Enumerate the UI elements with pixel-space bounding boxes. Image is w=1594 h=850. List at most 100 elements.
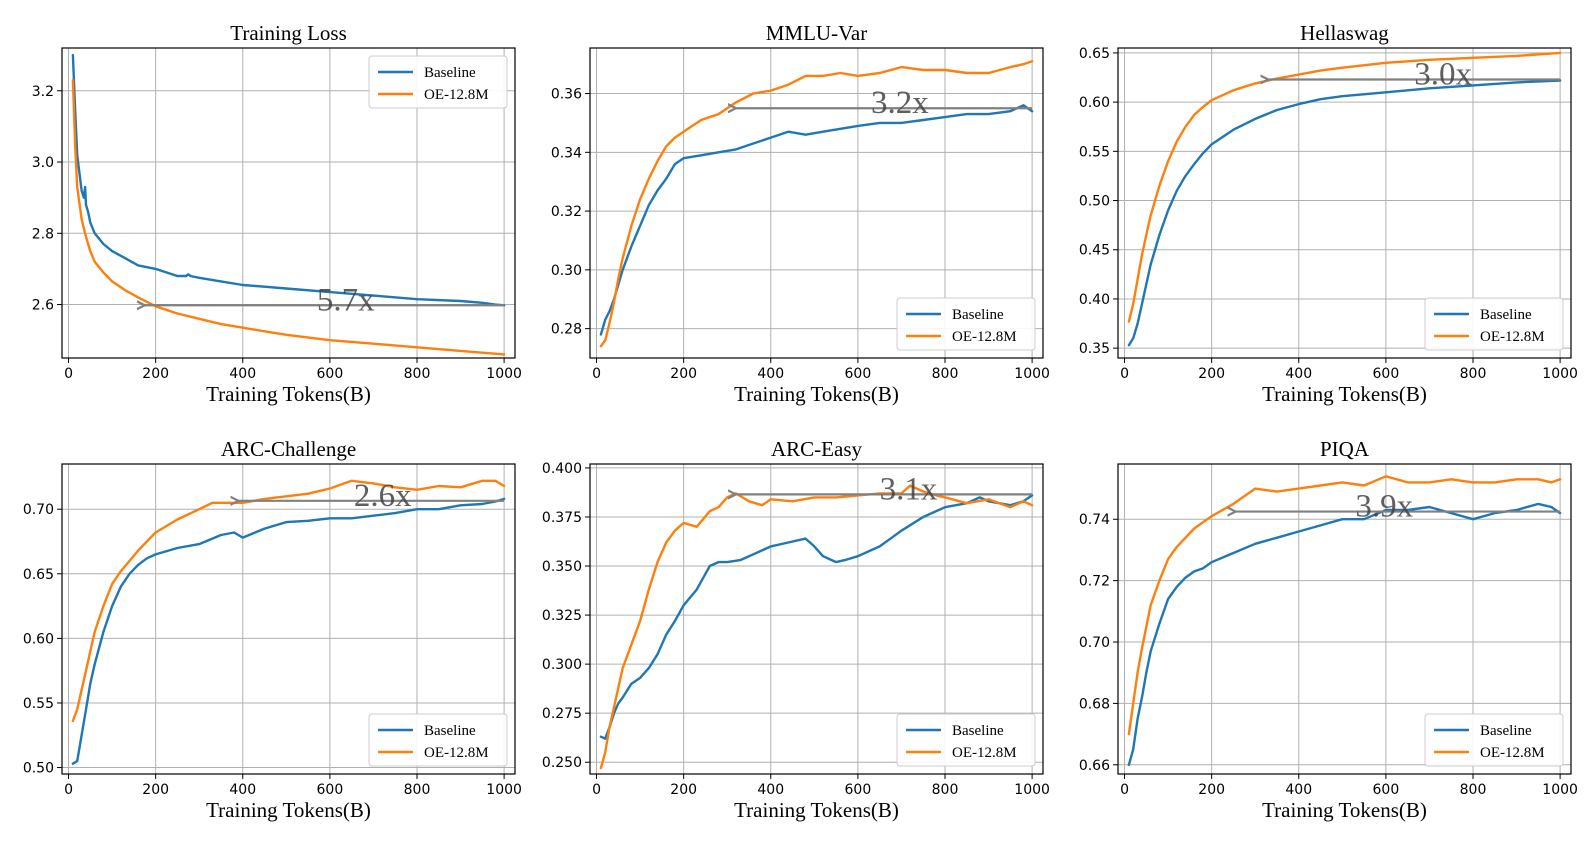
y-tick-label: 0.300 — [542, 657, 582, 673]
axes-frame — [61, 47, 516, 359]
axes-frame — [589, 47, 1044, 359]
x-tick-label: 800 — [1460, 366, 1487, 382]
chart-title: Training Loss — [230, 21, 347, 45]
series-line-baseline — [599, 104, 1034, 336]
y-tick-label: 0.45 — [1079, 243, 1110, 259]
chart-training-loss: Training Loss 0 200 400 600 800 1000 2.6 2.8 3.0 3… — [32, 21, 522, 406]
legend-label-oe-12-8m: OE-12.8M — [1480, 745, 1545, 761]
x-axis-label: Training Tokens(B) — [1262, 382, 1427, 406]
x-tick-label: 400 — [1285, 366, 1312, 382]
x-tick-label: 800 — [932, 782, 959, 798]
x-tick-label: 600 — [845, 366, 872, 382]
y-tick-label: 0.65 — [23, 567, 54, 583]
x-tick-label: 600 — [317, 782, 344, 798]
legend: Baseline OE-12.8M — [368, 713, 508, 767]
series-line-baseline — [1127, 79, 1562, 347]
axes-frame — [589, 463, 1044, 775]
speedup-label: 2.6x — [354, 478, 412, 514]
y-tick-label: 0.325 — [542, 608, 582, 624]
y-tick-label: 0.375 — [542, 510, 582, 526]
y-tick-label: 0.55 — [1079, 144, 1110, 160]
y-tick-label: 0.28 — [551, 322, 582, 338]
plot-area — [599, 484, 1034, 770]
x-tick-label: 1000 — [1542, 366, 1578, 382]
x-tick-label: 0 — [64, 782, 73, 798]
x-tick-label: 0 — [64, 366, 73, 382]
x-tick-label: 600 — [1373, 366, 1400, 382]
chart-hellaswag: Hellaswag 0 200 400 600 800 1000 0.35 0.40 0.45 0.… — [1079, 21, 1578, 406]
series-line-oe-12-8m — [1127, 475, 1562, 736]
y-tick-label: 0.30 — [551, 263, 582, 279]
y-tick-label: 0.50 — [1079, 194, 1110, 210]
x-tick-label: 400 — [229, 366, 256, 382]
axes-frame — [1117, 47, 1572, 359]
x-tick-label: 200 — [142, 366, 169, 382]
series-line-baseline — [71, 53, 506, 307]
x-axis-label: Training Tokens(B) — [206, 382, 371, 406]
series-line-oe-12-8m — [71, 78, 506, 356]
y-tick-label: 2.6 — [32, 298, 54, 314]
legend: Baseline OE-12.8M — [368, 55, 508, 109]
y-tick-label: 0.32 — [551, 204, 582, 220]
y-tick-label: 0.400 — [542, 461, 582, 477]
x-tick-label: 0 — [592, 366, 601, 382]
x-tick-label: 600 — [317, 366, 344, 382]
legend-label-baseline: Baseline — [1480, 307, 1532, 323]
legend-label-oe-12-8m: OE-12.8M — [424, 745, 489, 761]
y-tick-label: 0.74 — [1079, 512, 1110, 528]
series-line-oe-12-8m — [599, 484, 1034, 770]
chart-mmlu-var: MMLU-Var 0 200 400 600 800 1000 0.28 0.30 0.32 0.3… — [551, 21, 1050, 406]
x-tick-label: 600 — [845, 782, 872, 798]
x-tick-label: 1000 — [486, 366, 522, 382]
y-tick-label: 3.2 — [32, 84, 54, 100]
speedup-label: 5.7x — [317, 282, 375, 318]
y-tick-label: 0.68 — [1079, 696, 1110, 712]
y-tick-label: 0.50 — [23, 761, 54, 777]
y-tick-label: 0.60 — [1079, 95, 1110, 111]
chart-arc-easy: ARC-Easy 0 200 400 600 800 1000 0.250 0.275 0.300… — [542, 437, 1050, 822]
y-tick-label: 0.36 — [551, 87, 582, 103]
x-tick-label: 600 — [1373, 782, 1400, 798]
y-tick-label: 0.65 — [1079, 46, 1110, 62]
plot-area — [71, 53, 506, 356]
chart-piqa: PIQA 0 200 400 600 800 1000 0.66 0.68 0.70 0.72 0.7… — [1079, 437, 1578, 822]
x-tick-label: 0 — [1120, 366, 1129, 382]
series-line-baseline — [71, 497, 506, 765]
x-tick-label: 800 — [1460, 782, 1487, 798]
x-axis-label: Training Tokens(B) — [734, 382, 899, 406]
y-tick-label: 0.55 — [23, 696, 54, 712]
speedup-label: 3.0x — [1414, 56, 1472, 92]
chart-title: PIQA — [1320, 437, 1370, 461]
y-tick-label: 0.35 — [1079, 341, 1110, 357]
x-tick-label: 200 — [670, 366, 697, 382]
legend-label-baseline: Baseline — [952, 723, 1004, 739]
x-tick-label: 200 — [142, 782, 169, 798]
speedup-label: 3.1x — [880, 471, 938, 507]
x-axis-label: Training Tokens(B) — [734, 798, 899, 822]
y-tick-label: 0.275 — [542, 706, 582, 722]
legend: Baseline OE-12.8M — [896, 297, 1036, 351]
chart-arc-challenge: ARC-Challenge 0 200 400 600 800 1000 0.50 0.55 0.… — [23, 437, 522, 822]
y-tick-label: 0.70 — [23, 502, 54, 518]
legend: Baseline OE-12.8M — [1424, 297, 1564, 351]
x-tick-label: 200 — [670, 782, 697, 798]
x-tick-label: 200 — [1198, 782, 1225, 798]
chart-title: MMLU-Var — [766, 21, 867, 45]
series-line-oe-12-8m — [1127, 51, 1562, 323]
x-tick-label: 1000 — [486, 782, 522, 798]
y-tick-label: 0.250 — [542, 755, 582, 771]
x-tick-label: 800 — [404, 366, 431, 382]
y-tick-label: 0.70 — [1079, 635, 1110, 651]
chart-title: Hellaswag — [1300, 21, 1389, 45]
x-tick-label: 400 — [757, 366, 784, 382]
series-line-oe-12-8m — [71, 479, 506, 723]
x-tick-label: 1000 — [1014, 782, 1050, 798]
chart-title: ARC-Easy — [771, 437, 862, 461]
legend-label-baseline: Baseline — [424, 723, 476, 739]
series-line-baseline — [599, 494, 1034, 740]
legend-label-oe-12-8m: OE-12.8M — [1480, 329, 1545, 345]
axes-frame — [61, 463, 516, 775]
x-tick-label: 1000 — [1014, 366, 1050, 382]
chart-title: ARC-Challenge — [221, 437, 356, 461]
